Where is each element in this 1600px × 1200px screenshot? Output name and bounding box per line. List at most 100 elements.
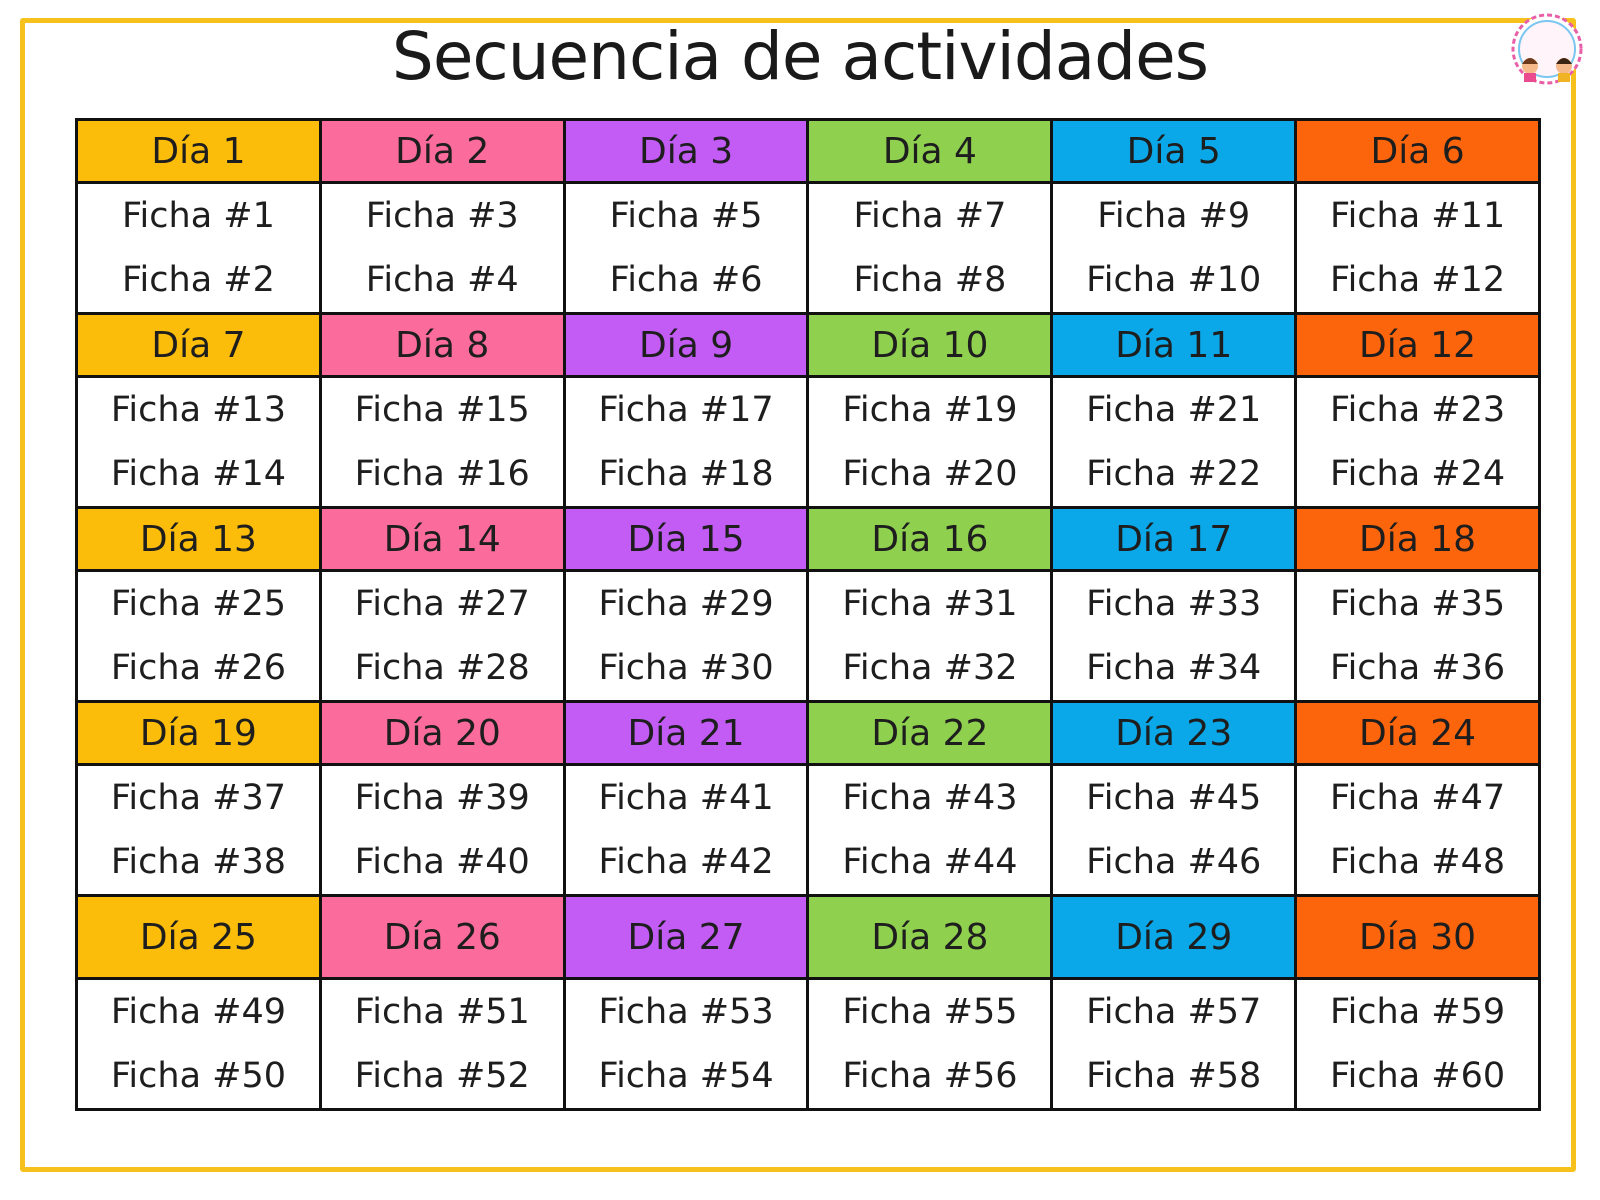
ficha-label: Ficha #43 (842, 778, 1018, 818)
ficha-label: Ficha #57 (1086, 992, 1262, 1032)
day-label: Día 2 (318, 118, 566, 184)
ficha-label: Ficha #40 (354, 842, 530, 882)
ficha-row: Ficha #49 Ficha #50 Ficha #51 Ficha #52 Fich… (75, 977, 1541, 1111)
day-label: Día 3 (562, 118, 810, 184)
ficha-cell: Ficha #57 Ficha #58 (1050, 977, 1298, 1111)
day-label: Día 19 (75, 700, 322, 766)
ficha-label: Ficha #16 (354, 454, 530, 494)
ficha-cell: Ficha #7 Ficha #8 (806, 181, 1054, 315)
ficha-cell: Ficha #55 Ficha #56 (806, 977, 1054, 1111)
page-title: Secuencia de actividades (391, 18, 1209, 95)
day-label: Día 7 (75, 312, 322, 378)
ficha-label: Ficha #9 (1097, 196, 1251, 236)
ficha-label: Ficha #33 (1086, 584, 1262, 624)
ficha-row: Ficha #1 Ficha #2 Ficha #3 Ficha #4 Ficha #5… (75, 181, 1541, 315)
day-label: Día 26 (318, 894, 566, 980)
ficha-label: Ficha #24 (1329, 454, 1506, 494)
ficha-label: Ficha #15 (354, 390, 530, 430)
day-header-row: Día 7 Día 8 Día 9 Día 10 Día 11 Día 12 (75, 312, 1541, 378)
day-header-row: Día 19 Día 20 Día 21 Día 22 Día 23 Día 24 (75, 700, 1541, 766)
ficha-label: Ficha #48 (1329, 842, 1506, 882)
ficha-label: Ficha #39 (354, 778, 530, 818)
day-label: Día 28 (806, 894, 1054, 980)
ficha-label: Ficha #20 (842, 454, 1018, 494)
ficha-label: Ficha #28 (354, 648, 530, 688)
day-label: Día 17 (1050, 506, 1298, 572)
ficha-row: Ficha #25 Ficha #26 Ficha #27 Ficha #28 Fich… (75, 569, 1541, 703)
day-label: Día 11 (1050, 312, 1298, 378)
ficha-cell: Ficha #45 Ficha #46 (1050, 763, 1298, 897)
ficha-cell: Ficha #27 Ficha #28 (318, 569, 566, 703)
day-header-row: Día 25 Día 26 Día 27 Día 28 Día 29 Día 30 (75, 894, 1541, 980)
ficha-label: Ficha #19 (842, 390, 1018, 430)
ficha-label: Ficha #47 (1329, 778, 1506, 818)
day-label: Día 9 (562, 312, 810, 378)
ficha-cell: Ficha #11 Ficha #12 (1294, 181, 1541, 315)
day-label: Día 1 (75, 118, 322, 184)
ficha-cell: Ficha #43 Ficha #44 (806, 763, 1054, 897)
ficha-label: Ficha #29 (598, 584, 774, 624)
ficha-label: Ficha #52 (354, 1056, 530, 1096)
ficha-label: Ficha #59 (1329, 992, 1506, 1032)
day-label: Día 16 (806, 506, 1054, 572)
ficha-cell: Ficha #23 Ficha #24 (1294, 375, 1541, 509)
day-label: Día 15 (562, 506, 810, 572)
ficha-cell: Ficha #31 Ficha #32 (806, 569, 1054, 703)
ficha-label: Ficha #11 (1329, 196, 1506, 236)
ficha-label: Ficha #50 (110, 1056, 286, 1096)
ficha-label: Ficha #44 (842, 842, 1018, 882)
ficha-cell: Ficha #13 Ficha #14 (75, 375, 322, 509)
ficha-cell: Ficha #47 Ficha #48 (1294, 763, 1541, 897)
activity-schedule-table: Día 1 Día 2 Día 3 Día 4 Día 5 Día 6 Ficha #1 Fi… (75, 118, 1541, 1111)
ficha-cell: Ficha #19 Ficha #20 (806, 375, 1054, 509)
ficha-row: Ficha #37 Ficha #38 Ficha #39 Ficha #40 Fich… (75, 763, 1541, 897)
ficha-label: Ficha #31 (842, 584, 1018, 624)
ficha-cell: Ficha #49 Ficha #50 (75, 977, 322, 1111)
ficha-row: Ficha #13 Ficha #14 Ficha #15 Ficha #16 Fich… (75, 375, 1541, 509)
ficha-label: Ficha #7 (853, 196, 1007, 236)
ficha-cell: Ficha #35 Ficha #36 (1294, 569, 1541, 703)
day-label: Día 4 (806, 118, 1054, 184)
ficha-label: Ficha #13 (110, 390, 286, 430)
ficha-label: Ficha #54 (598, 1056, 774, 1096)
ficha-label: Ficha #30 (598, 648, 774, 688)
ficha-label: Ficha #56 (842, 1056, 1018, 1096)
ficha-label: Ficha #45 (1086, 778, 1262, 818)
ficha-label: Ficha #17 (598, 390, 774, 430)
ficha-label: Ficha #53 (598, 992, 774, 1032)
ficha-label: Ficha #12 (1329, 260, 1506, 300)
ficha-label: Ficha #23 (1329, 390, 1506, 430)
ficha-label: Ficha #34 (1086, 648, 1262, 688)
day-label: Día 12 (1294, 312, 1541, 378)
ficha-label: Ficha #26 (110, 648, 286, 688)
ficha-label: Ficha #51 (354, 992, 530, 1032)
ficha-label: Ficha #42 (598, 842, 774, 882)
ficha-label: Ficha #3 (365, 196, 519, 236)
ficha-label: Ficha #36 (1329, 648, 1506, 688)
ficha-label: Ficha #18 (598, 454, 774, 494)
day-label: Día 14 (318, 506, 566, 572)
ficha-cell: Ficha #41 Ficha #42 (562, 763, 810, 897)
day-label: Día 22 (806, 700, 1054, 766)
ficha-label: Ficha #4 (365, 260, 519, 300)
ficha-label: Ficha #41 (598, 778, 774, 818)
ficha-label: Ficha #10 (1086, 260, 1262, 300)
ficha-label: Ficha #2 (121, 260, 275, 300)
ficha-cell: Ficha #1 Ficha #2 (75, 181, 322, 315)
ficha-cell: Ficha #9 Ficha #10 (1050, 181, 1298, 315)
day-header-row: Día 1 Día 2 Día 3 Día 4 Día 5 Día 6 (75, 118, 1541, 184)
kids-badge-logo-icon (1508, 10, 1586, 88)
day-label: Día 25 (75, 894, 322, 980)
ficha-label: Ficha #6 (609, 260, 763, 300)
ficha-cell: Ficha #17 Ficha #18 (562, 375, 810, 509)
day-label: Día 8 (318, 312, 566, 378)
day-label: Día 23 (1050, 700, 1298, 766)
ficha-label: Ficha #8 (853, 260, 1007, 300)
ficha-cell: Ficha #25 Ficha #26 (75, 569, 322, 703)
ficha-label: Ficha #32 (842, 648, 1018, 688)
day-label: Día 30 (1294, 894, 1541, 980)
day-label: Día 29 (1050, 894, 1298, 980)
day-label: Día 21 (562, 700, 810, 766)
ficha-label: Ficha #27 (354, 584, 530, 624)
day-label: Día 5 (1050, 118, 1298, 184)
